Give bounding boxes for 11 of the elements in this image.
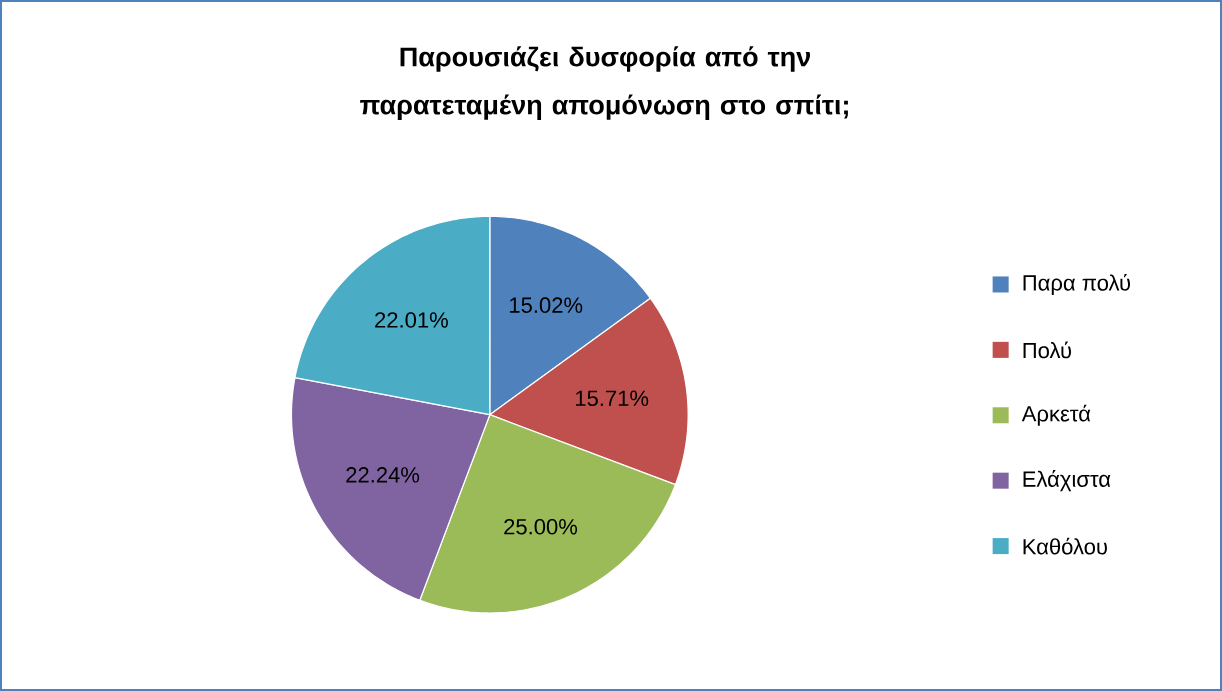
legend-label: Αρκετά: [1021, 404, 1091, 426]
data-label: 15.02%: [510, 297, 583, 313]
data-label: 15.71%: [575, 390, 649, 407]
data-label: 22.24%: [346, 467, 420, 483]
legend-label: Παρα πολύ: [1023, 273, 1131, 295]
data-label: 25.00%: [504, 518, 578, 535]
data-label: 22.01%: [375, 312, 448, 328]
legend-label: Καθόλου: [1023, 537, 1107, 555]
legend-label: Πολύ: [1023, 341, 1071, 359]
legend-label: Ελάχιστα: [1023, 470, 1111, 492]
chart-title: Παρουσιάζει δυσφορία από την παρατεταμένη απομόνωση στο σπίτι;: [360, 46, 848, 120]
